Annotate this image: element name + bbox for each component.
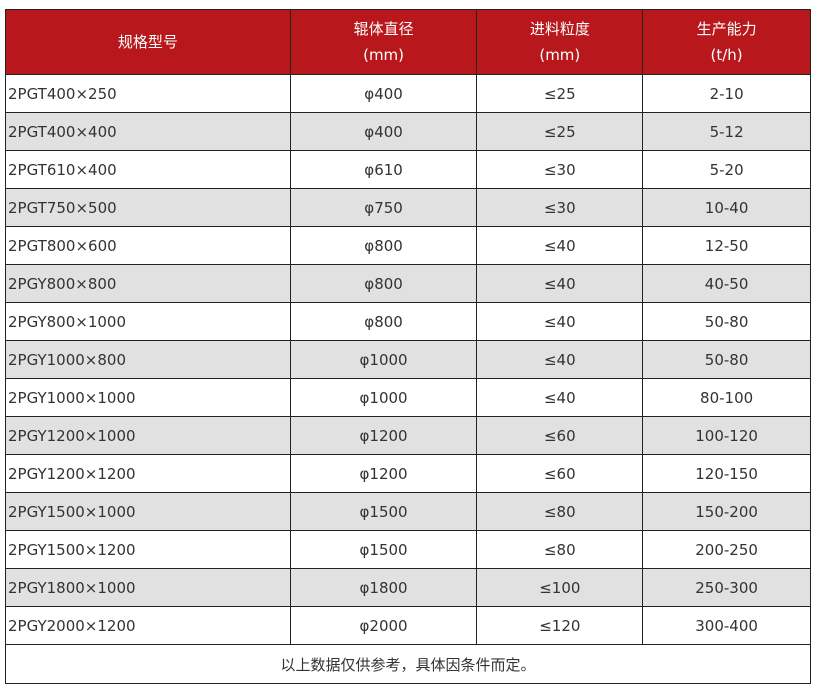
- column-header: 进料粒度 (mm): [476, 9, 644, 75]
- table-cell: 300-400: [642, 606, 811, 645]
- table-row: 2PGY1000×1000 φ1000 ≤40 80-100: [5, 378, 811, 417]
- table-row: 2PGT750×500 φ750 ≤30 10-40: [5, 188, 811, 227]
- table-cell: 2PGY1500×1000: [5, 492, 291, 531]
- table-cell: 5-20: [642, 150, 811, 189]
- table-cell: ≤80: [476, 492, 644, 531]
- table-cell: φ1500: [289, 530, 478, 569]
- table-cell: 2PGY1000×1000: [5, 378, 291, 417]
- header-label: 辊体直径: [353, 20, 414, 38]
- table-row: 2PGT800×600 φ800 ≤40 12-50: [5, 226, 811, 265]
- table-cell: φ400: [289, 112, 478, 151]
- spec-table: 规格型号 辊体直径 (mm) 进料粒度 (mm) 生产能力 (t/h) 2PGT400×25…: [5, 9, 811, 684]
- table-row: 2PGT610×400 φ610 ≤30 5-20: [5, 150, 811, 189]
- footer-note: 以上数据仅供参考，具体因条件而定。: [5, 644, 811, 684]
- table-cell: 10-40: [642, 188, 811, 227]
- table-cell: φ1000: [289, 340, 478, 379]
- table-cell: 2PGT750×500: [5, 188, 291, 227]
- table-cell: φ800: [289, 226, 478, 265]
- column-header: 生产能力 (t/h): [642, 9, 811, 75]
- table-cell: 2PGT800×600: [5, 226, 291, 265]
- header-unit: (t/h): [710, 46, 743, 64]
- table-cell: φ1200: [289, 454, 478, 493]
- table-cell: ≤40: [476, 264, 644, 303]
- table-row: 2PGY2000×1200 φ2000 ≤120 300-400: [5, 606, 811, 645]
- table-cell: 2PGY2000×1200: [5, 606, 291, 645]
- table-cell: ≤25: [476, 112, 644, 151]
- table-cell: 2PGY1200×1200: [5, 454, 291, 493]
- table-row: 2PGY1500×1000 φ1500 ≤80 150-200: [5, 492, 811, 531]
- table-row: 2PGY1200×1000 φ1200 ≤60 100-120: [5, 416, 811, 455]
- table-cell: 2-10: [642, 74, 811, 113]
- table-cell: 2PGY800×1000: [5, 302, 291, 341]
- table-cell: ≤40: [476, 302, 644, 341]
- table-cell: 2PGY1200×1000: [5, 416, 291, 455]
- table-row: 2PGY1200×1200 φ1200 ≤60 120-150: [5, 454, 811, 493]
- table-cell: 5-12: [642, 112, 811, 151]
- table-cell: φ800: [289, 264, 478, 303]
- table-row: 2PGT400×250 φ400 ≤25 2-10: [5, 74, 811, 113]
- table-cell: 120-150: [642, 454, 811, 493]
- table-cell: φ800: [289, 302, 478, 341]
- table-cell: 12-50: [642, 226, 811, 265]
- table-row: 2PGY800×800 φ800 ≤40 40-50: [5, 264, 811, 303]
- table-cell: 2PGY1500×1200: [5, 530, 291, 569]
- table-cell: φ610: [289, 150, 478, 189]
- header-label: 生产能力: [696, 20, 757, 38]
- table-cell: 2PGY1800×1000: [5, 568, 291, 607]
- footer-row: 以上数据仅供参考，具体因条件而定。: [5, 644, 811, 684]
- table-cell: 2PGY1000×800: [5, 340, 291, 379]
- table-cell: ≤40: [476, 340, 644, 379]
- table-cell: 50-80: [642, 340, 811, 379]
- table-cell: φ400: [289, 74, 478, 113]
- table-cell: φ750: [289, 188, 478, 227]
- table-cell: φ1200: [289, 416, 478, 455]
- table-cell: ≤30: [476, 188, 644, 227]
- table-row: 2PGY1500×1200 φ1500 ≤80 200-250: [5, 530, 811, 569]
- table-cell: 2PGT610×400: [5, 150, 291, 189]
- table-cell: ≤40: [476, 226, 644, 265]
- table-cell: ≤120: [476, 606, 644, 645]
- table-cell: 200-250: [642, 530, 811, 569]
- column-header: 辊体直径 (mm): [289, 9, 478, 75]
- table-row: 2PGY800×1000 φ800 ≤40 50-80: [5, 302, 811, 341]
- table-cell: φ1800: [289, 568, 478, 607]
- header-label: 规格型号: [117, 33, 178, 51]
- table-cell: ≤80: [476, 530, 644, 569]
- table-cell: 80-100: [642, 378, 811, 417]
- table-cell: ≤60: [476, 454, 644, 493]
- table-cell: ≤40: [476, 378, 644, 417]
- table-cell: 150-200: [642, 492, 811, 531]
- table-row: 2PGT400×400 φ400 ≤25 5-12: [5, 112, 811, 151]
- table-cell: φ1500: [289, 492, 478, 531]
- table-cell: 2PGT400×400: [5, 112, 291, 151]
- header-label: 进料粒度: [529, 20, 590, 38]
- table-cell: ≤25: [476, 74, 644, 113]
- table-cell: 40-50: [642, 264, 811, 303]
- table-cell: ≤100: [476, 568, 644, 607]
- header-unit: (mm): [539, 46, 581, 64]
- table-cell: φ2000: [289, 606, 478, 645]
- table-cell: 2PGY800×800: [5, 264, 291, 303]
- table-cell: 250-300: [642, 568, 811, 607]
- header-unit: (mm): [363, 46, 405, 64]
- table-cell: 50-80: [642, 302, 811, 341]
- table-cell: 100-120: [642, 416, 811, 455]
- table-cell: ≤30: [476, 150, 644, 189]
- table-row: 2PGY1000×800 φ1000 ≤40 50-80: [5, 340, 811, 379]
- table-cell: ≤60: [476, 416, 644, 455]
- table-cell: 2PGT400×250: [5, 74, 291, 113]
- column-header: 规格型号: [5, 9, 291, 75]
- header-row: 规格型号 辊体直径 (mm) 进料粒度 (mm) 生产能力 (t/h): [5, 9, 811, 75]
- table-cell: φ1000: [289, 378, 478, 417]
- table-row: 2PGY1800×1000 φ1800 ≤100 250-300: [5, 568, 811, 607]
